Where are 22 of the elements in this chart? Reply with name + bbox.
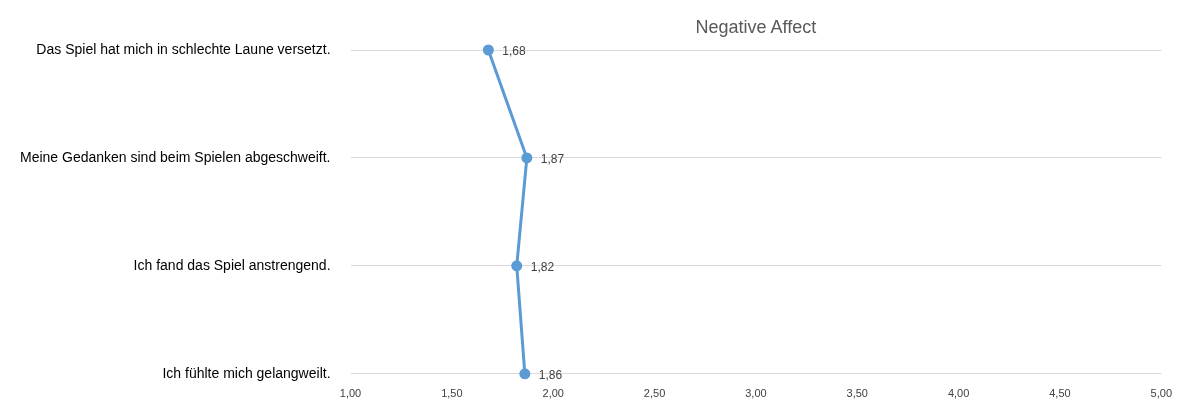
- x-tick-label: 2,50: [643, 387, 666, 400]
- y-tick-label: Meine Gedanken sind beim Spielen abgeschweift.: [19, 148, 331, 165]
- data-label: 1,68: [502, 44, 527, 59]
- data-label: 1,86: [538, 368, 563, 383]
- data-label: 1,82: [530, 260, 555, 275]
- x-tick-label: 4,50: [1049, 387, 1071, 400]
- point: [519, 368, 531, 380]
- y-tick-label: Das Spiel hat mich in schlechte Laune versetzt.: [36, 40, 331, 57]
- x-tick-label: 3,50: [846, 387, 868, 400]
- x-tick-label: 1,50: [441, 387, 463, 400]
- y-tick-label: Ich fand das Spiel anstrengend.: [133, 256, 331, 273]
- x-tick-label: 2,00: [542, 387, 564, 400]
- point: [521, 152, 533, 164]
- x-tick-label: 5,00: [1150, 387, 1173, 400]
- point: [511, 260, 523, 272]
- y-tick-label: Ich fühlte mich gelangweilt.: [162, 364, 331, 381]
- x-tick-label: 3,00: [745, 387, 767, 400]
- data-label: 1,87: [540, 152, 565, 167]
- point: [482, 44, 494, 56]
- x-tick-label: 4,00: [947, 387, 970, 400]
- text: Negative Affect: [695, 16, 817, 37]
- x-tick-label: 1,00: [339, 387, 362, 400]
